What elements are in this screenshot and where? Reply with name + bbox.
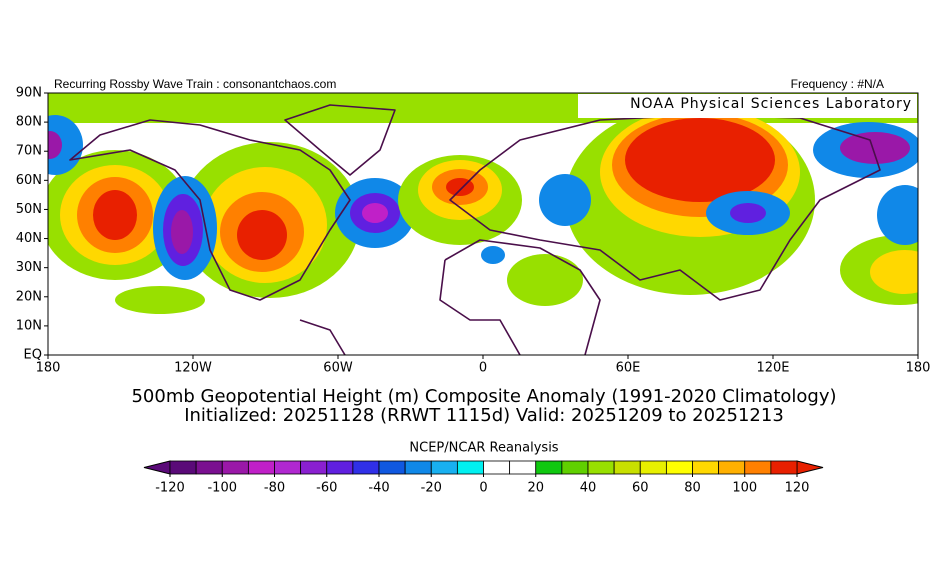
lat-label: 20N <box>16 289 42 304</box>
title-line2: Initialized: 20251128 (RRWT 1115d) Valid… <box>184 405 784 426</box>
colorbar-tick-label: -80 <box>264 481 285 496</box>
color-box <box>718 460 746 475</box>
colorbar-extend-high <box>796 460 824 475</box>
colorbar-tick-label: -20 <box>421 481 442 496</box>
lat-label: 90N <box>16 86 42 101</box>
colorbar-tick-label: 100 <box>732 481 757 496</box>
lon-label: 180 <box>906 361 930 376</box>
lon-label: 180 <box>36 361 61 376</box>
colorbar-tick-label: -60 <box>316 481 337 496</box>
color-box <box>535 460 563 475</box>
lat-label: 30N <box>16 260 42 275</box>
header-left: Recurring Rossby Wave Train : consonantc… <box>54 77 336 91</box>
lat-label: EQ <box>24 348 42 363</box>
color-box <box>587 460 615 475</box>
colorbar-extend-low <box>143 460 171 475</box>
color-box <box>744 460 772 475</box>
color-box <box>378 460 406 475</box>
title-line1: 500mb Geopotential Height (m) Composite … <box>131 386 836 407</box>
colorbar: -120 -100 -80 -60 -40 -20 0 20 40 60 80 100 120 <box>143 460 824 496</box>
color-box <box>613 460 641 475</box>
color-box <box>326 460 354 475</box>
color-box <box>483 460 511 475</box>
lat-label: 10N <box>16 318 42 333</box>
colorbar-tick-label: 0 <box>479 481 487 496</box>
colorbar-tick-label: 60 <box>632 481 649 496</box>
color-box <box>221 460 249 475</box>
lat-label: 80N <box>16 115 42 130</box>
lon-label: 60W <box>323 361 353 376</box>
colorbar-tick-label: 40 <box>580 481 597 496</box>
colorbar-tick-label: 80 <box>684 481 701 496</box>
color-box <box>430 460 458 475</box>
lat-label: 60N <box>16 173 42 188</box>
lon-label: 60E <box>616 361 641 376</box>
color-box <box>692 460 720 475</box>
colorbar-tick-label: 120 <box>785 481 810 496</box>
color-box <box>770 460 798 475</box>
colorbar-tick-label: -100 <box>207 481 237 496</box>
lat-label: 40N <box>16 231 42 246</box>
lon-label: 120W <box>174 361 212 376</box>
header-right: Frequency : #N/A <box>791 77 884 91</box>
color-box <box>247 460 275 475</box>
color-box <box>509 460 537 475</box>
color-box <box>274 460 302 475</box>
color-box <box>456 460 484 475</box>
colorbar-tick-label: 20 <box>527 481 544 496</box>
lon-label: 120E <box>756 361 789 376</box>
lab-label: NOAA Physical Sciences Laboratory <box>630 96 912 112</box>
color-box <box>195 460 223 475</box>
lat-label: 70N <box>16 144 42 159</box>
colorbar-title: NCEP/NCAR Reanalysis <box>409 441 558 456</box>
color-box <box>300 460 328 475</box>
colorbar-tick-label: -40 <box>368 481 389 496</box>
color-box <box>169 460 197 475</box>
colorbar-tick-label: -120 <box>155 481 185 496</box>
color-box <box>639 460 667 475</box>
color-box <box>352 460 380 475</box>
lon-label: 0 <box>479 361 487 376</box>
color-box <box>665 460 693 475</box>
lat-label: 50N <box>16 202 42 217</box>
color-box <box>561 460 589 475</box>
lab-box <box>578 94 917 118</box>
anomaly-field <box>48 93 918 355</box>
color-box <box>404 460 432 475</box>
